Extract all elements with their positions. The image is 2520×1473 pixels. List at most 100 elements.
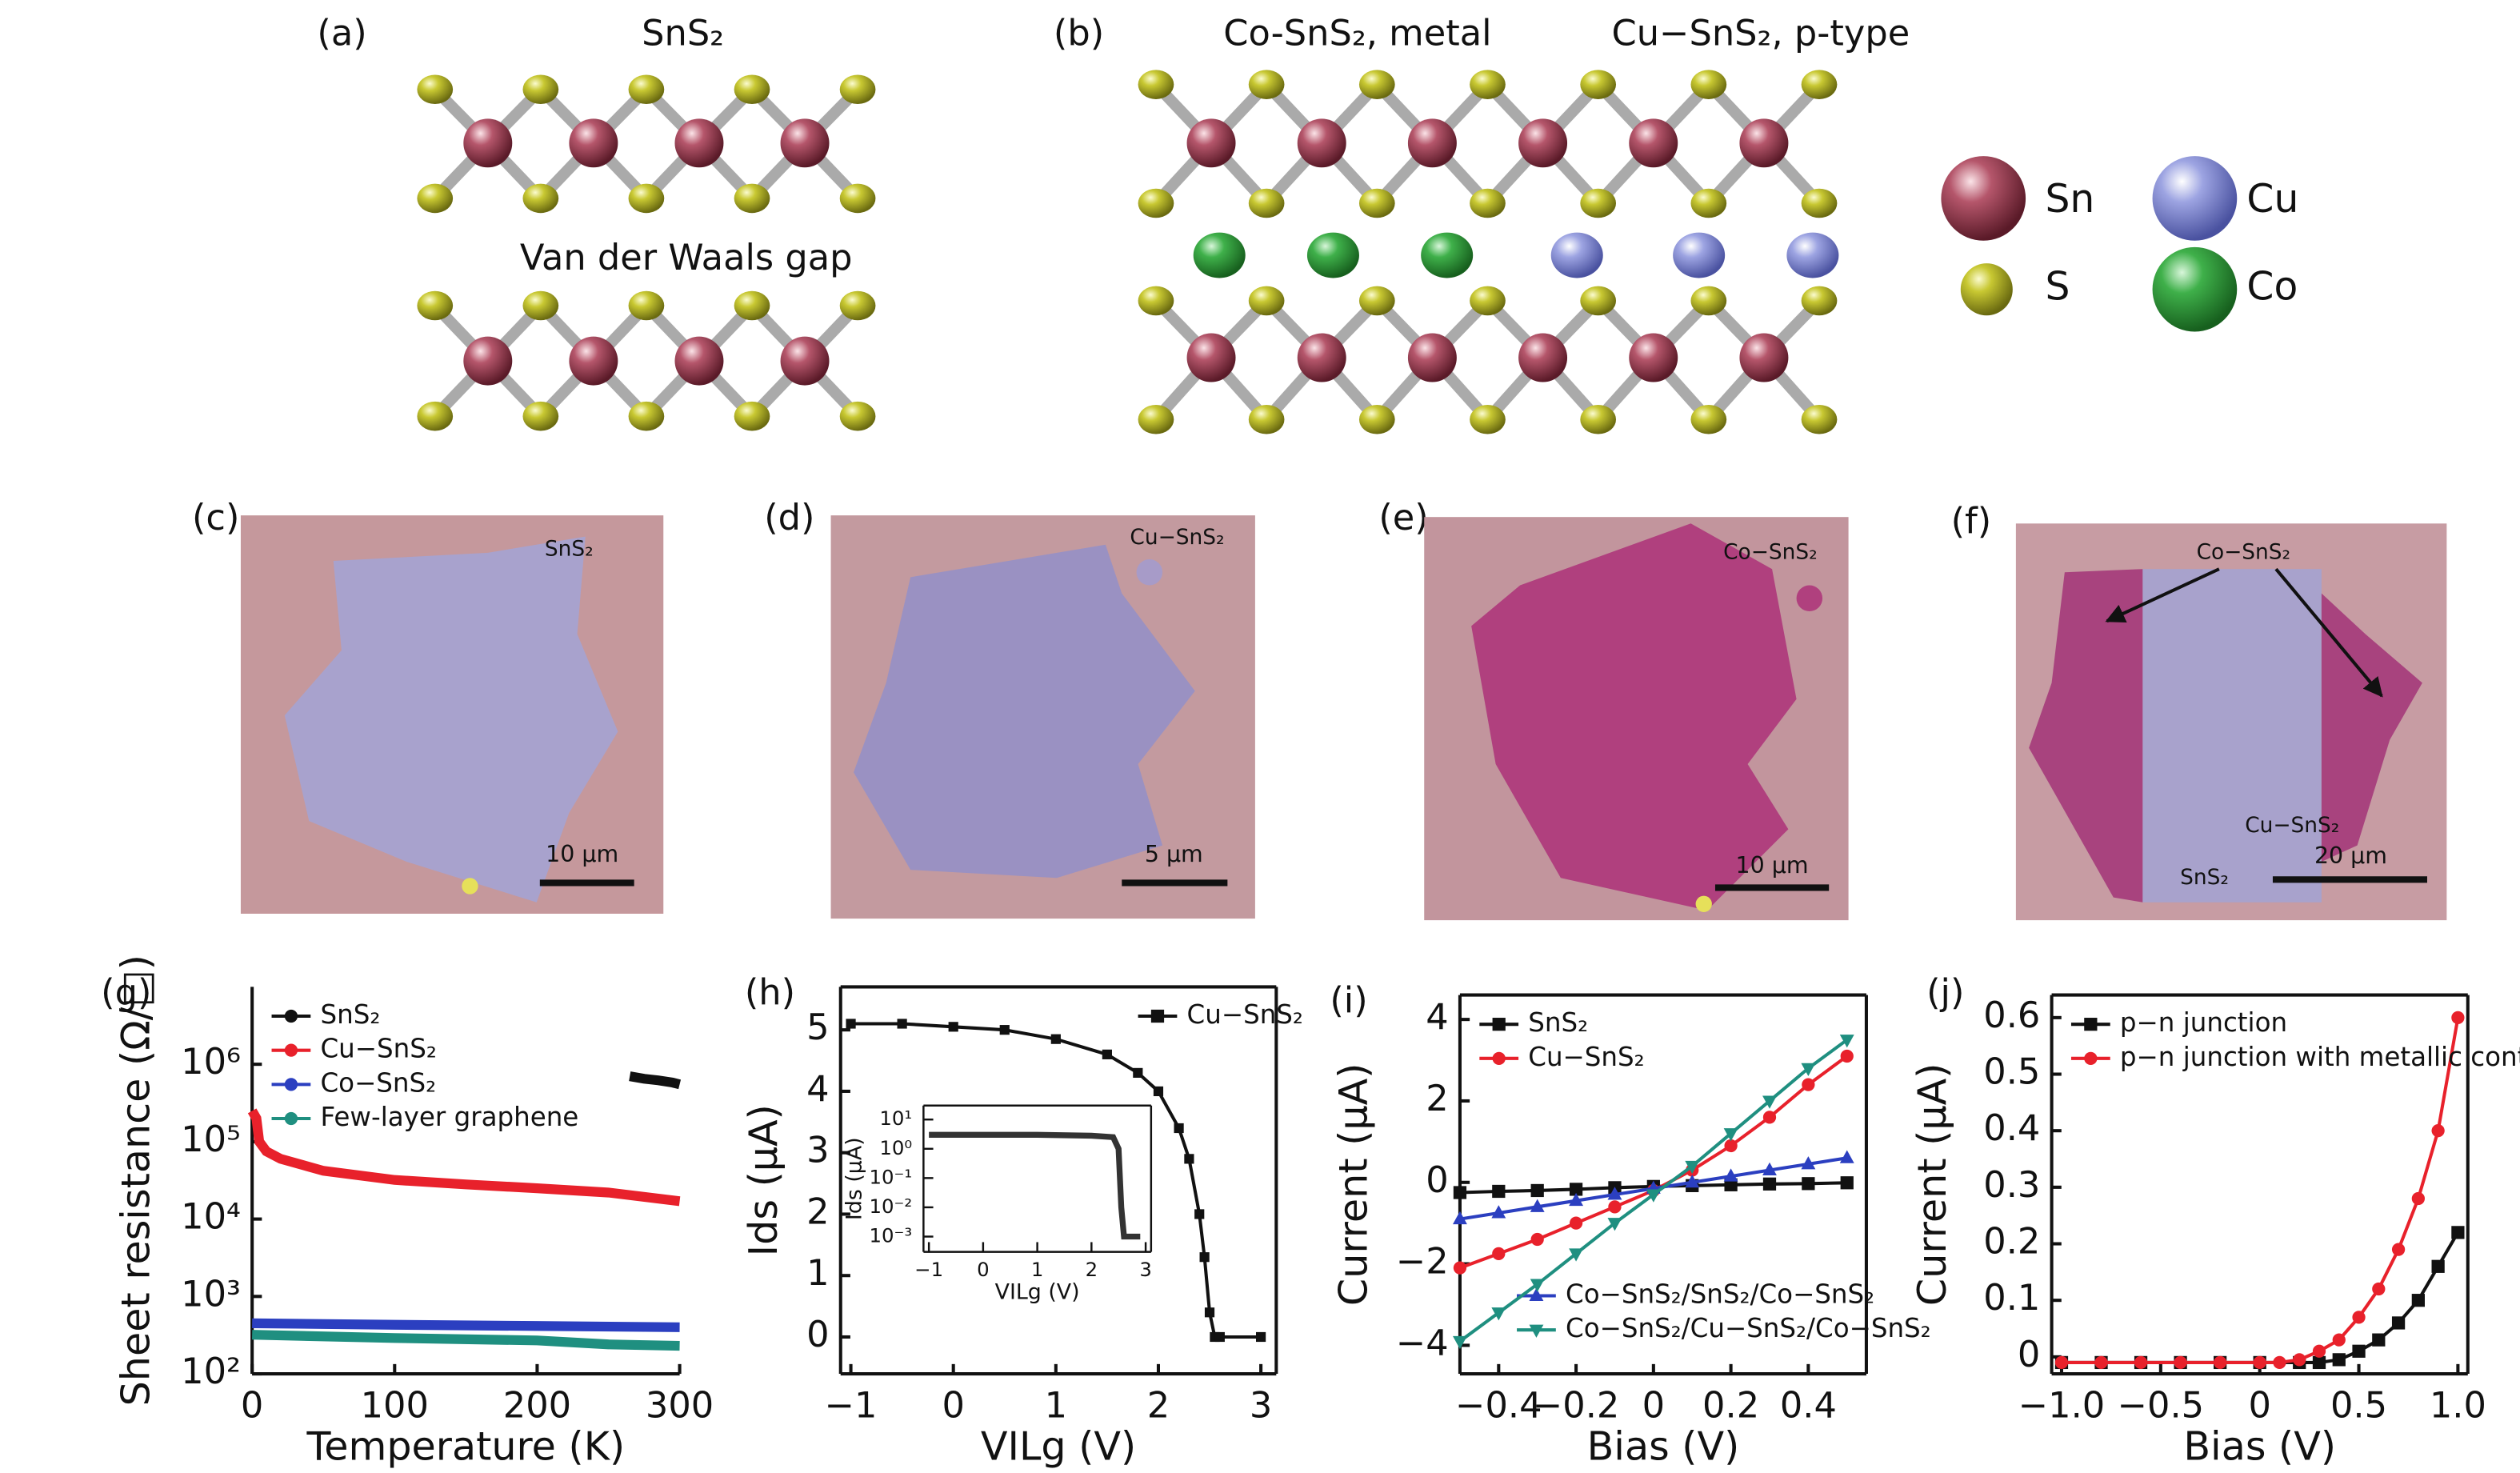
flake bbox=[853, 544, 1195, 879]
atom-sn bbox=[780, 336, 830, 386]
x-tick-label: 0 bbox=[241, 1385, 263, 1427]
y-tick-label: 5 bbox=[806, 1007, 829, 1048]
legend-label: Co−SnS₂/Cu−SnS₂/Co−SnS₂ bbox=[1566, 1313, 1931, 1343]
x-tick-label: −0.2 bbox=[1533, 1385, 1620, 1427]
x-tick-label: 300 bbox=[646, 1385, 714, 1427]
marker bbox=[1492, 1184, 1506, 1199]
legend-marker bbox=[284, 1111, 298, 1126]
atom-sn bbox=[1407, 333, 1457, 382]
y-tick-label: 0.3 bbox=[1983, 1164, 2040, 1206]
atom-s bbox=[734, 290, 770, 321]
x-axis-label: Temperature (K) bbox=[306, 1423, 626, 1469]
atom-s bbox=[1690, 286, 1727, 316]
marker bbox=[948, 1022, 958, 1032]
atom-s bbox=[628, 183, 665, 214]
marker bbox=[846, 1019, 856, 1029]
x-tick-label: 2 bbox=[1147, 1385, 1170, 1427]
legend-label: SnS₂ bbox=[1528, 1007, 1588, 1038]
marker bbox=[999, 1025, 1010, 1035]
y-axis-label: Ids (μA) bbox=[740, 1104, 786, 1256]
legend-marker bbox=[1492, 1018, 1506, 1031]
atom-s bbox=[1580, 286, 1617, 316]
legend-atom bbox=[2152, 246, 2238, 332]
x-tick-label: 0 bbox=[1642, 1385, 1665, 1427]
y-tick-label: 4 bbox=[1426, 996, 1448, 1038]
x-tick-label: 1 bbox=[1031, 1258, 1044, 1281]
marker bbox=[1840, 1049, 1854, 1063]
marker bbox=[2411, 1191, 2425, 1206]
legend-label: Few-layer graphene bbox=[320, 1102, 578, 1132]
marker bbox=[2293, 1353, 2306, 1367]
atom-s bbox=[417, 74, 454, 105]
marker bbox=[1840, 1176, 1854, 1190]
x-tick-label: −0.5 bbox=[2118, 1385, 2205, 1427]
atom-sn bbox=[1297, 333, 1346, 382]
marker bbox=[2054, 1355, 2069, 1370]
x-tick-label: 0.2 bbox=[1702, 1385, 1759, 1427]
atom-s bbox=[1470, 188, 1506, 218]
atom-s bbox=[1801, 404, 1838, 434]
marker bbox=[1839, 1150, 1854, 1163]
atom-cu bbox=[1786, 232, 1839, 278]
atom-s bbox=[1138, 404, 1174, 434]
flake-co bbox=[2321, 593, 2422, 862]
legend-label: Cu−SnS₂ bbox=[1528, 1042, 1644, 1072]
y-tick-label: −2 bbox=[1396, 1241, 1449, 1283]
y-tick-label: −4 bbox=[1396, 1322, 1449, 1363]
marker bbox=[2174, 1355, 2187, 1370]
y-tick-label: 10⁻² bbox=[869, 1195, 912, 1218]
marker bbox=[1723, 1128, 1738, 1142]
atom-s bbox=[1358, 70, 1395, 99]
legend-marker bbox=[2084, 1018, 2098, 1031]
flake bbox=[284, 536, 618, 903]
panel-label: (h) bbox=[745, 972, 795, 1014]
atom-s bbox=[1138, 188, 1174, 218]
x-tick-label: 0.4 bbox=[1780, 1385, 1837, 1427]
region-label: SnS₂ bbox=[2180, 865, 2229, 890]
debris bbox=[1695, 895, 1712, 912]
atom-s bbox=[734, 74, 770, 105]
marker bbox=[1762, 1177, 1777, 1191]
atom-s bbox=[1248, 70, 1285, 99]
panel-label: (d) bbox=[764, 497, 814, 538]
marker bbox=[1102, 1049, 1112, 1059]
atom-s bbox=[734, 401, 770, 431]
legend-atom bbox=[1941, 156, 2026, 241]
legend-marker bbox=[1529, 1287, 1544, 1302]
atom-sn bbox=[569, 118, 618, 168]
marker bbox=[1724, 1178, 1738, 1191]
marker bbox=[1646, 1189, 1661, 1203]
y-tick-label: 10⁵ bbox=[181, 1119, 241, 1160]
marker bbox=[1530, 1183, 1544, 1198]
marker bbox=[2312, 1344, 2326, 1358]
series-line bbox=[850, 1022, 1262, 1339]
marker bbox=[1762, 1095, 1777, 1109]
marker bbox=[1839, 1035, 1854, 1048]
y-tick-label: 10⁶ bbox=[181, 1041, 241, 1083]
marker bbox=[1569, 1216, 1583, 1230]
legend-label: Sn bbox=[2045, 177, 2094, 222]
atom-sn bbox=[1297, 118, 1346, 168]
y-tick-label: 10¹ bbox=[879, 1107, 912, 1130]
marker bbox=[1453, 1186, 1467, 1199]
region-label: Cu−SnS₂ bbox=[1130, 525, 1224, 550]
debris bbox=[1136, 559, 1163, 586]
legend-marker bbox=[1529, 1324, 1544, 1338]
panel-label: (a) bbox=[317, 13, 366, 54]
arrow bbox=[2105, 567, 2220, 623]
atom-cu bbox=[1550, 232, 1603, 278]
atom-sn bbox=[463, 336, 513, 386]
atom-co bbox=[1193, 232, 1246, 278]
marker bbox=[1762, 1111, 1777, 1124]
atom-s bbox=[839, 290, 876, 321]
marker bbox=[1050, 1034, 1061, 1044]
atom-sn bbox=[1518, 333, 1568, 382]
x-axis-label: VILg (V) bbox=[995, 1279, 1080, 1304]
debris bbox=[1796, 585, 1823, 612]
legend-marker bbox=[284, 1078, 298, 1091]
y-tick-label: 10³ bbox=[181, 1273, 241, 1315]
atom-s bbox=[1580, 188, 1617, 218]
x-axis-label: VILg (V) bbox=[981, 1423, 1136, 1469]
atom-s bbox=[1801, 188, 1838, 218]
